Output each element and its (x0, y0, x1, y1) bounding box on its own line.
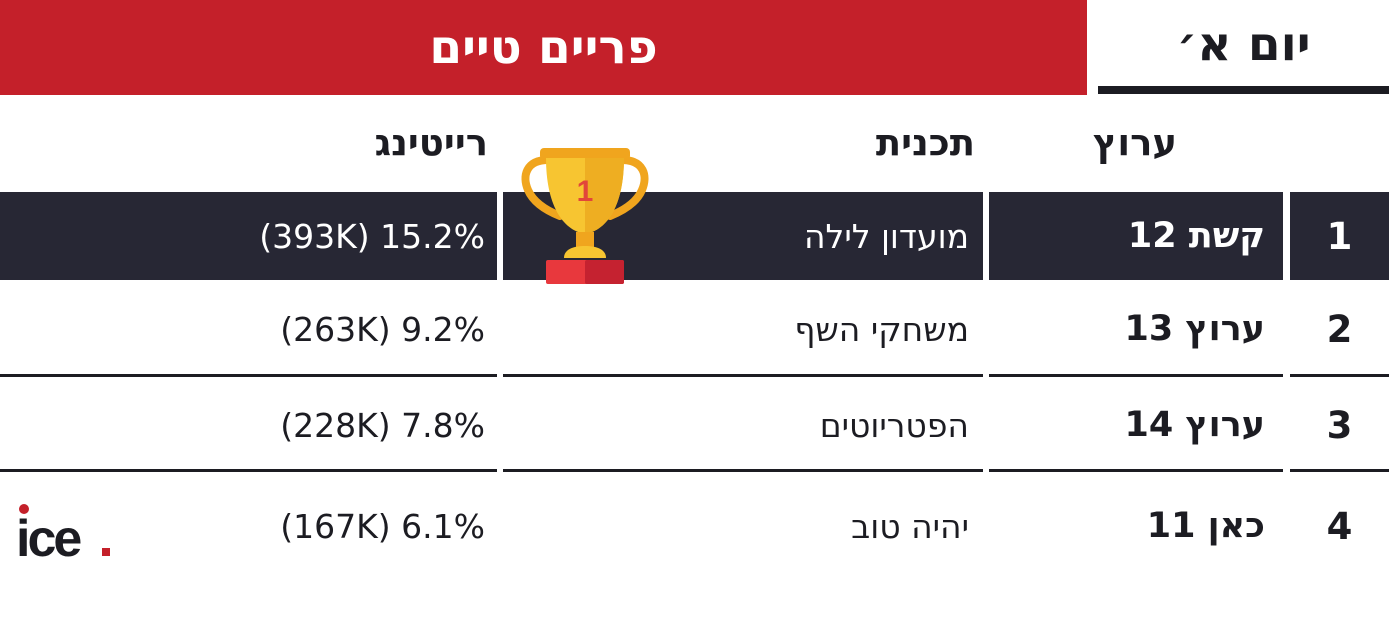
row-separator (503, 374, 983, 377)
header-program: תכנית (875, 120, 975, 164)
table-row-3-program: הפטריוטים (819, 405, 969, 445)
table-row-4-rating: (167K) 6.1% (280, 506, 485, 546)
row-separator (1290, 374, 1389, 377)
row-separator (989, 374, 1283, 377)
header-channel: ערוץ (1092, 120, 1178, 164)
row-separator (1290, 469, 1389, 472)
title-banner: פריים טיים (0, 0, 1087, 95)
table-row-3-channel: ערוץ 14 (1124, 405, 1265, 445)
trophy-number: 1 (577, 175, 594, 208)
header-rating: רייטינג (374, 120, 488, 164)
table-row-3-rating: (228K) 7.8% (280, 405, 485, 445)
table-row-4-channel: כאן 11 (1146, 506, 1265, 546)
table-row-1-channel: קשת 12 (989, 192, 1283, 280)
logo-text: ice (16, 510, 81, 562)
table-row-2-rank: 2 (1326, 307, 1353, 351)
banner-title: פריים טיים (429, 20, 658, 75)
day-label: יום א׳ (1176, 16, 1311, 72)
table-row-4-rank: 4 (1326, 504, 1353, 548)
table-row-1-rating: (393K) 15.2% (0, 192, 497, 280)
table-row-2-rating: (263K) 9.2% (280, 309, 485, 349)
trophy-icon: 1 (521, 148, 649, 284)
row-separator (989, 469, 1283, 472)
table-row-2-channel: ערוץ 13 (1124, 309, 1265, 349)
row-separator (0, 469, 497, 472)
row-separator (0, 374, 497, 377)
table-row-3-rank: 3 (1326, 403, 1353, 447)
table-row-2-program: משחקי השף (794, 309, 969, 349)
table-row-4-program: יהיה טוב (851, 506, 969, 546)
table-row-1-rank: 1 (1290, 192, 1389, 280)
day-underline (1098, 86, 1389, 94)
row-separator (503, 469, 983, 472)
ice-logo: ice (16, 500, 116, 568)
